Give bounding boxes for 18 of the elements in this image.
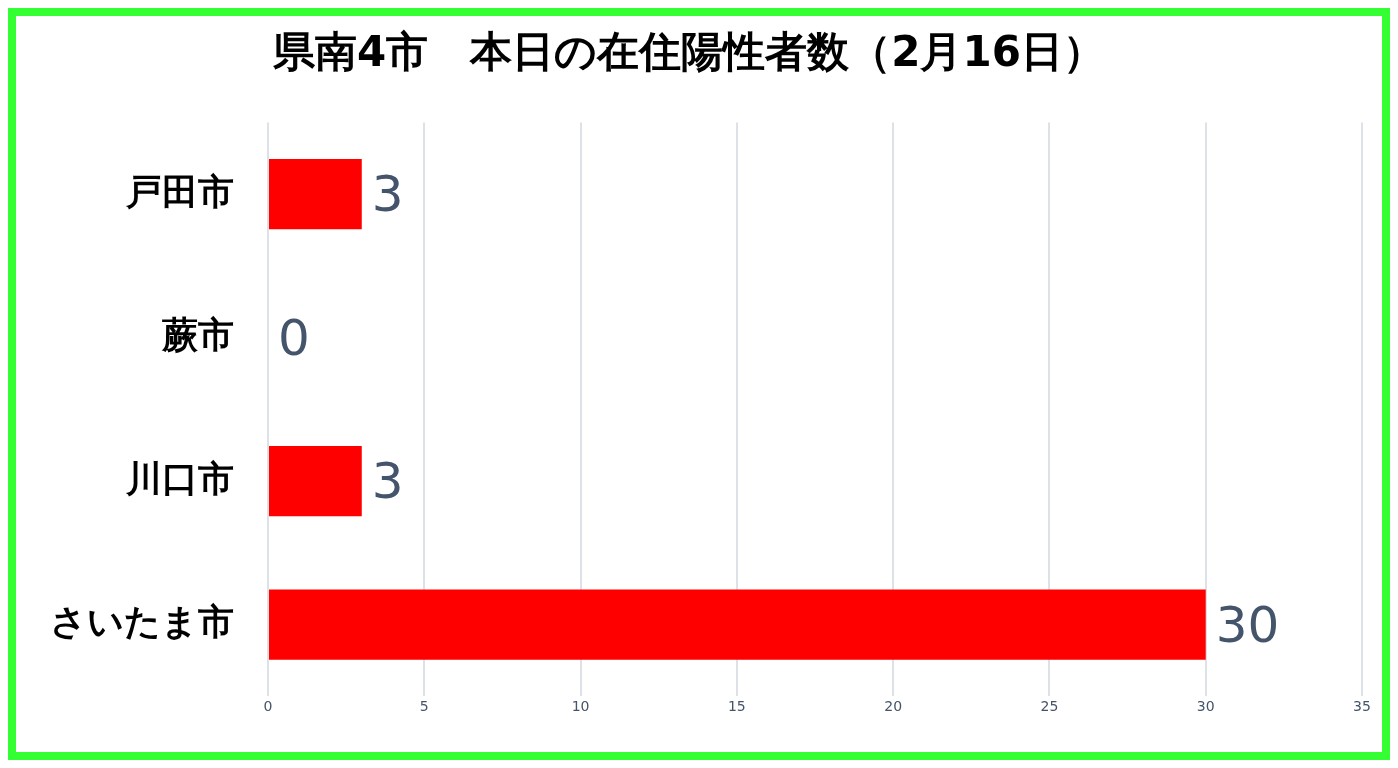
y-tick-label: 戸田市 bbox=[125, 170, 234, 212]
y-tick-label: 川口市 bbox=[125, 457, 234, 499]
x-tick-label: 5 bbox=[419, 698, 429, 715]
y-tick-label: 蕨市 bbox=[161, 314, 234, 356]
x-tick-label: 0 bbox=[263, 698, 273, 715]
x-tick-label: 35 bbox=[1353, 698, 1371, 715]
x-tick-label: 15 bbox=[727, 698, 746, 715]
data-label: 3 bbox=[371, 452, 404, 511]
x-tick-label: 30 bbox=[1196, 698, 1215, 715]
frame: 県南4市 本日の在住陽性者数（2月16日） 0 5 10 15 20 25 30 35 戸田市 蕨市 川口市 さいたま市 3 0 3 30 bbox=[8, 8, 1390, 760]
x-tick-label: 20 bbox=[884, 698, 903, 715]
data-label: 30 bbox=[1215, 595, 1280, 654]
chart-title: 県南4市 本日の在住陽性者数（2月16日） bbox=[272, 27, 1105, 77]
data-label: 0 bbox=[278, 308, 310, 367]
y-tick-label: さいたま市 bbox=[50, 601, 234, 643]
x-tick-label: 10 bbox=[571, 698, 590, 715]
x-tick-label: 25 bbox=[1040, 698, 1059, 715]
data-label: 3 bbox=[371, 165, 404, 224]
